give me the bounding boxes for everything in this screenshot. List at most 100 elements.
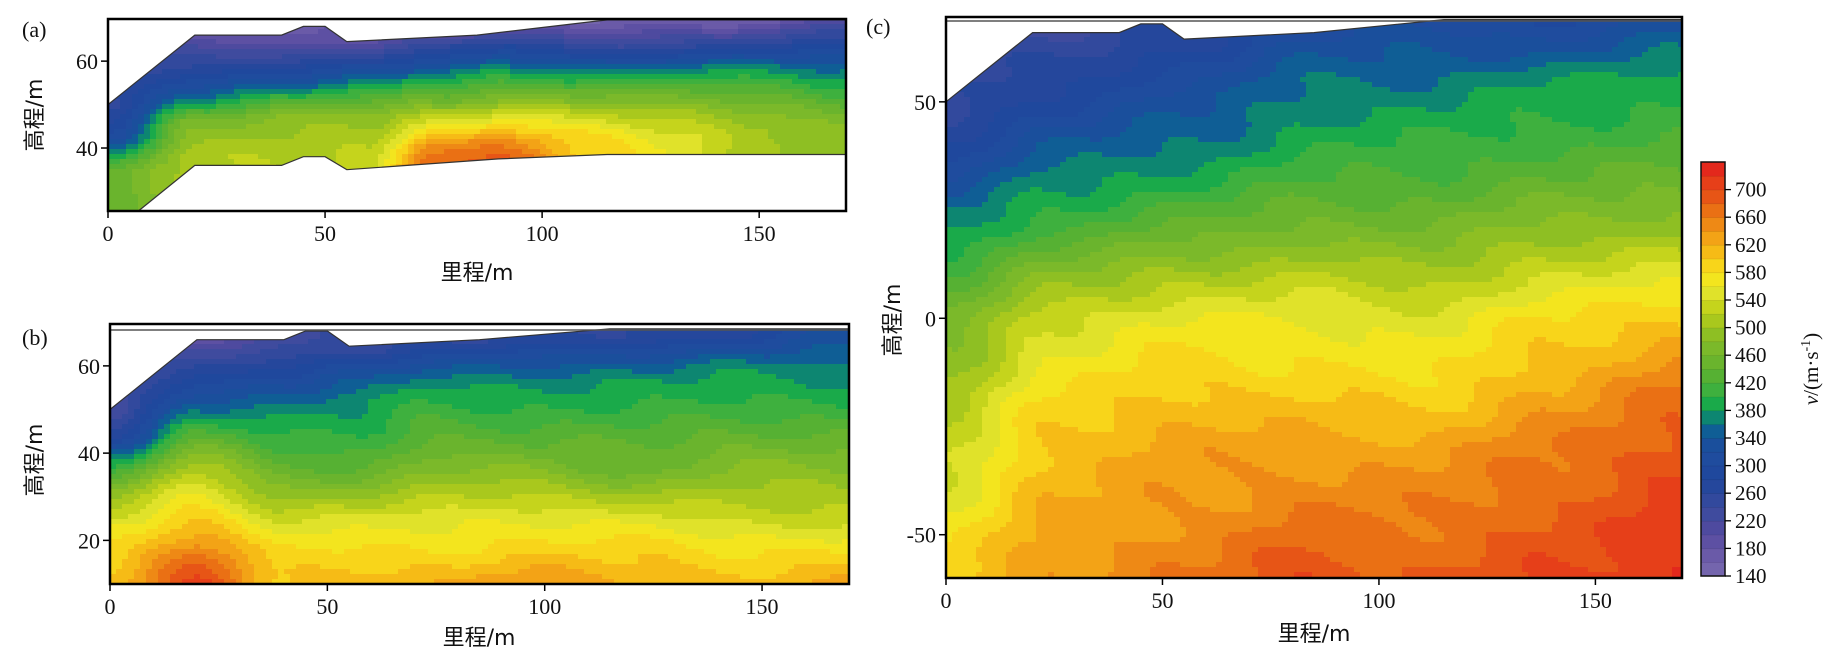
heatmap-cell xyxy=(768,94,775,100)
heatmap-cell xyxy=(660,34,667,40)
heatmap-cell xyxy=(642,99,649,105)
heatmap-cell xyxy=(792,79,799,85)
heatmap-cell xyxy=(612,49,619,55)
heatmap-cell xyxy=(360,104,367,110)
heatmap-cell xyxy=(240,84,247,90)
heatmap-cell xyxy=(354,204,361,210)
heatmap-cell xyxy=(468,144,475,150)
heatmap-cell xyxy=(618,54,625,60)
heatmap-cell xyxy=(678,144,685,150)
heatmap-cell xyxy=(762,124,769,130)
heatmap-cell xyxy=(132,74,139,80)
heatmap-cell xyxy=(678,54,685,60)
heatmap-cell xyxy=(552,109,559,115)
heatmap-cell xyxy=(150,154,157,160)
heatmap-cell xyxy=(594,49,601,55)
heatmap-cell xyxy=(768,64,775,70)
heatmap-cell xyxy=(792,29,799,35)
heatmap-cell xyxy=(282,159,289,165)
heatmap-cell xyxy=(504,204,511,210)
heatmap-cell xyxy=(114,79,121,85)
heatmap-cell xyxy=(216,119,223,125)
heatmap-cell xyxy=(660,84,667,90)
heatmap-cell xyxy=(828,194,835,200)
heatmap-cell xyxy=(156,99,163,105)
heatmap-cell xyxy=(690,129,697,135)
heatmap-cell xyxy=(492,44,499,50)
heatmap-cell xyxy=(210,84,217,90)
heatmap-cell xyxy=(174,89,181,95)
heatmap-cell xyxy=(192,34,199,40)
heatmap-cell xyxy=(582,29,589,35)
heatmap-cell xyxy=(612,84,619,90)
heatmap-cell xyxy=(150,144,157,150)
heatmap-cell xyxy=(126,69,133,75)
heatmap-cell xyxy=(456,114,463,120)
heatmap-cell xyxy=(528,134,535,140)
x-tick-label: 150 xyxy=(743,221,776,246)
heatmap-cell xyxy=(648,149,655,155)
heatmap-cell xyxy=(786,159,793,165)
heatmap-cell xyxy=(546,104,553,110)
heatmap-cell xyxy=(642,34,649,40)
heatmap-cell xyxy=(168,24,175,30)
heatmap-cell xyxy=(162,24,169,30)
heatmap-cell xyxy=(354,94,361,100)
heatmap-cell xyxy=(804,144,811,150)
heatmap-cell xyxy=(438,24,445,30)
heatmap-cell xyxy=(612,109,619,115)
heatmap-cell xyxy=(588,189,595,195)
heatmap-cell xyxy=(732,199,739,205)
heatmap-cell xyxy=(804,164,811,170)
heatmap-cell xyxy=(510,64,517,70)
heatmap-cell xyxy=(804,204,811,210)
heatmap-cell xyxy=(768,184,775,190)
heatmap-cell xyxy=(372,154,379,160)
heatmap-cell xyxy=(360,44,367,50)
heatmap-cell xyxy=(114,34,121,40)
heatmap-cell xyxy=(294,174,301,180)
heatmap-cell xyxy=(534,84,541,90)
heatmap-cell xyxy=(294,139,301,145)
heatmap-cell xyxy=(234,44,241,50)
heatmap-cell xyxy=(306,89,313,95)
heatmap-cell xyxy=(444,134,451,140)
heatmap-cell xyxy=(612,169,619,175)
heatmap-cell xyxy=(192,59,199,65)
heatmap-cell xyxy=(732,64,739,70)
heatmap-cell xyxy=(792,174,799,180)
heatmap-cell xyxy=(726,149,733,155)
heatmap-cell xyxy=(438,184,445,190)
heatmap-cell xyxy=(804,94,811,100)
heatmap-cell xyxy=(516,104,523,110)
heatmap-cell xyxy=(606,174,613,180)
heatmap-cell xyxy=(174,114,181,120)
heatmap-cell xyxy=(840,134,846,140)
heatmap-cell xyxy=(258,179,265,185)
heatmap-cell xyxy=(462,129,469,135)
heatmap-cell xyxy=(672,129,679,135)
heatmap-cell xyxy=(636,74,643,80)
heatmap-cell xyxy=(588,79,595,85)
heatmap-cell xyxy=(816,84,823,90)
heatmap-cell xyxy=(282,204,289,210)
heatmap-cell xyxy=(570,169,577,175)
heatmap-cell xyxy=(432,84,439,90)
heatmap-cell xyxy=(342,179,349,185)
heatmap-cell xyxy=(756,139,763,145)
heatmap-cell xyxy=(612,159,619,165)
heatmap-cell xyxy=(522,54,529,60)
heatmap-cell xyxy=(516,189,523,195)
heatmap-cell xyxy=(264,119,271,125)
heatmap-cell xyxy=(414,144,421,150)
heatmap-cell xyxy=(480,69,487,75)
heatmap-cell xyxy=(666,124,673,130)
heatmap-cell xyxy=(582,159,589,165)
heatmap-cell xyxy=(834,69,841,75)
heatmap-cell xyxy=(210,99,217,105)
heatmap-cell xyxy=(786,139,793,145)
heatmap-cell xyxy=(798,124,805,130)
heatmap-cell xyxy=(192,89,199,95)
heatmap-cell xyxy=(804,49,811,55)
heatmap-cell xyxy=(180,69,187,75)
